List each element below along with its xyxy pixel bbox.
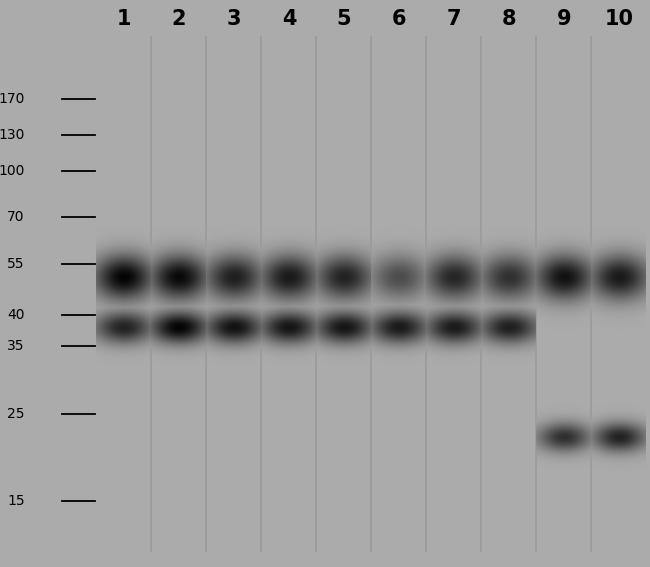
Text: 5: 5	[337, 9, 351, 29]
Text: 8: 8	[502, 9, 516, 29]
Text: 40: 40	[7, 308, 25, 323]
Text: 35: 35	[7, 340, 25, 353]
Text: 6: 6	[392, 9, 406, 29]
Text: 55: 55	[7, 257, 25, 271]
Text: 1: 1	[116, 9, 131, 29]
Text: 100: 100	[0, 164, 25, 178]
Text: 4: 4	[281, 9, 296, 29]
Text: 25: 25	[7, 407, 25, 421]
Text: 70: 70	[7, 210, 25, 225]
Text: 2: 2	[172, 9, 186, 29]
Text: 10: 10	[604, 9, 634, 29]
Text: 7: 7	[447, 9, 461, 29]
Text: 15: 15	[7, 494, 25, 508]
Text: 3: 3	[227, 9, 241, 29]
Text: 170: 170	[0, 92, 25, 106]
Text: 130: 130	[0, 128, 25, 142]
Text: 9: 9	[557, 9, 571, 29]
